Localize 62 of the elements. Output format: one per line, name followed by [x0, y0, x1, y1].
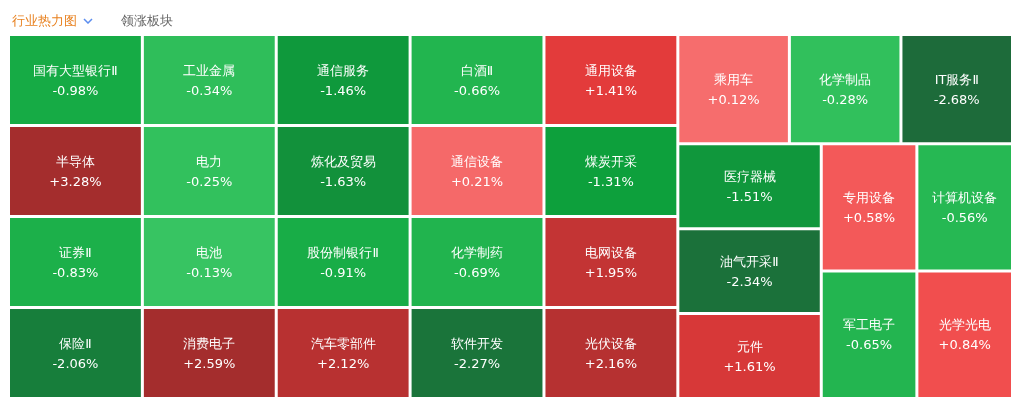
data-label: +1.41% — [584, 82, 637, 98]
category-label: 电力 — [196, 153, 223, 169]
category-label: 工业金属 — [183, 62, 236, 78]
data-label: +3.28% — [49, 173, 102, 189]
data-label: -2.34% — [726, 273, 773, 289]
data-label: -0.28% — [822, 91, 869, 107]
category-label: 医疗器械 — [723, 168, 776, 184]
category-label: 光伏设备 — [584, 335, 637, 351]
data-label: -0.25% — [186, 173, 233, 189]
category-label: IT服务Ⅱ — [934, 71, 979, 87]
data-label: -0.56% — [941, 209, 988, 225]
category-label: 软件开发 — [451, 335, 504, 351]
category-label: 通信设备 — [451, 153, 504, 169]
category-label: 股份制银行Ⅱ — [307, 244, 379, 260]
category-label: 保险Ⅱ — [59, 335, 92, 351]
data-label: -0.91% — [320, 264, 367, 280]
data-label: -1.31% — [587, 173, 634, 189]
category-label: 乘用车 — [714, 71, 754, 87]
text: 行业热力图 — [12, 12, 77, 30]
data-label: -2.27% — [454, 355, 501, 371]
category-label: 化学制品 — [819, 71, 872, 87]
category-label: 煤炭开采 — [584, 153, 637, 169]
data-label: -0.65% — [846, 337, 893, 353]
data-label: -1.63% — [320, 173, 367, 189]
data-label: +2.16% — [584, 355, 637, 371]
data-label: +2.12% — [317, 355, 370, 371]
data-label: -0.98% — [52, 82, 99, 98]
text: 领涨板块 — [121, 12, 173, 30]
data-label: +0.84% — [938, 337, 991, 353]
category-label: 半导体 — [55, 153, 95, 169]
data-label: +1.95% — [584, 264, 637, 280]
data-label: +1.61% — [723, 358, 776, 374]
category-label: 计算机设备 — [932, 189, 998, 205]
category-label: 证券Ⅱ — [59, 244, 92, 260]
category-label: 油气开采Ⅱ — [720, 253, 779, 269]
data-label: +0.21% — [450, 173, 504, 189]
category-label: 通用设备 — [584, 62, 637, 78]
category-label: 通信服务 — [317, 62, 370, 78]
data-label: +0.12% — [707, 91, 760, 107]
data-label: -0.13% — [186, 264, 233, 280]
data-label: -0.69% — [454, 264, 501, 280]
category-label: 电池 — [196, 244, 223, 260]
data-label: -0.83% — [52, 264, 99, 280]
data-label: -0.66% — [454, 82, 501, 98]
category-label: 白酒Ⅱ — [460, 62, 494, 78]
category-label: 光学光电 — [938, 317, 991, 333]
data-label: +0.58% — [842, 209, 896, 225]
data-label: -2.06% — [52, 355, 99, 371]
data-label: -1.46% — [320, 82, 367, 98]
category-label: 电网设备 — [584, 244, 637, 260]
category-label: 炼化及贸易 — [310, 153, 376, 169]
category-label: 国有大型银行Ⅱ — [33, 62, 118, 78]
category-label: 元件 — [736, 338, 763, 354]
data-label: -1.51% — [726, 188, 773, 204]
category-label: 军工电子 — [843, 317, 896, 333]
data-label: +2.59% — [183, 355, 236, 371]
category-label: 化学制药 — [451, 244, 504, 260]
category-label: 消费电子 — [183, 335, 236, 351]
data-label: -0.34% — [186, 82, 233, 98]
category-label: 专用设备 — [843, 189, 896, 205]
category-label: 汽车零部件 — [310, 335, 376, 351]
data-label: -2.68% — [933, 91, 980, 107]
